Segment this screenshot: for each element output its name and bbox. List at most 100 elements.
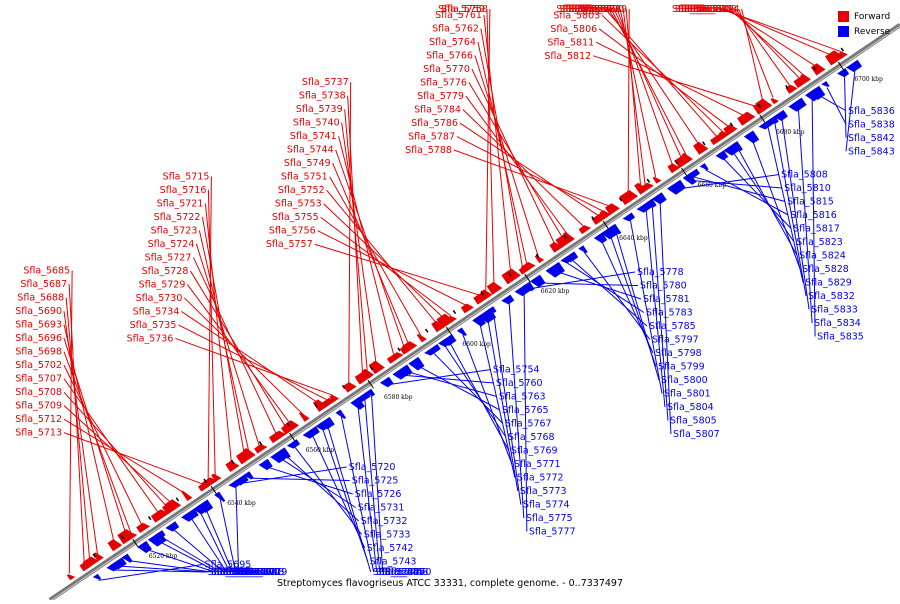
forward-gene-label[interactable]: Sfla_5803 <box>553 10 600 21</box>
forward-gene-label[interactable]: Sfla_5741 <box>290 131 337 142</box>
forward-gene-label[interactable]: Sfla_5790 <box>577 4 624 15</box>
reverse-gene-label[interactable]: Sfla_5746 <box>376 567 423 578</box>
reverse-gene-label[interactable]: Sfla_5824 <box>799 251 846 262</box>
forward-gene-label[interactable]: Sfla_5736 <box>127 333 174 344</box>
reverse-gene-label[interactable]: Sfla_5835 <box>817 332 864 343</box>
forward-gene-label[interactable]: Sfla_5756 <box>269 226 316 237</box>
reverse-gene-label[interactable]: Sfla_5836 <box>848 106 895 117</box>
forward-gene-label[interactable]: Sfla_5752 <box>278 185 325 196</box>
reverse-gene-glyph[interactable] <box>685 168 701 179</box>
reverse-gene-label[interactable]: Sfla_5717 <box>235 567 282 578</box>
reverse-gene-label[interactable]: Sfla_5733 <box>364 530 411 541</box>
forward-gene-label[interactable]: Sfla_5812 <box>544 51 591 62</box>
reverse-gene-label[interactable]: Sfla_5785 <box>649 321 696 332</box>
forward-gene-glyph[interactable] <box>107 539 123 552</box>
forward-gene-glyph[interactable] <box>416 333 427 343</box>
reverse-gene-label[interactable]: Sfla_5805 <box>670 416 717 427</box>
reverse-gene-label[interactable]: Sfla_5695 <box>205 560 252 571</box>
reverse-gene-glyph[interactable] <box>286 439 301 449</box>
reverse-gene-label[interactable]: Sfla_5731 <box>358 503 405 514</box>
reverse-gene-glyph[interactable] <box>788 97 807 112</box>
forward-gene-label[interactable]: Sfla_5735 <box>130 320 177 331</box>
reverse-gene-glyph[interactable] <box>365 388 376 397</box>
forward-gene-glyph[interactable] <box>402 341 418 353</box>
forward-gene-glyph[interactable] <box>501 268 521 285</box>
forward-gene-label[interactable]: Sfla_5728 <box>142 266 189 277</box>
reverse-gene-glyph[interactable] <box>563 251 579 263</box>
forward-gene-label[interactable]: Sfla_5755 <box>272 212 319 223</box>
forward-gene-label[interactable]: Sfla_5757 <box>266 239 313 250</box>
forward-gene-label[interactable]: Sfla_5784 <box>414 105 461 116</box>
forward-gene-glyph[interactable] <box>480 289 493 300</box>
forward-gene-glyph[interactable] <box>639 182 654 193</box>
forward-gene-glyph[interactable] <box>693 141 709 155</box>
reverse-gene-label[interactable]: Sfla_5725 <box>352 476 399 487</box>
forward-gene-glyph[interactable] <box>242 447 256 460</box>
reverse-gene-label[interactable]: Sfla_5748 <box>382 567 429 578</box>
reverse-gene-label[interactable]: Sfla_5768 <box>508 432 555 443</box>
forward-gene-glyph[interactable] <box>92 552 104 562</box>
forward-gene-label[interactable]: Sfla_5698 <box>15 347 62 358</box>
forward-gene-label[interactable]: Sfla_5819 <box>687 4 734 15</box>
reverse-gene-label[interactable]: Sfla_5714 <box>232 567 279 578</box>
forward-gene-glyph[interactable] <box>211 473 222 482</box>
reverse-gene-glyph[interactable] <box>731 141 743 152</box>
forward-gene-label[interactable]: Sfla_5690 <box>15 306 62 317</box>
forward-gene-label[interactable]: Sfla_5738 <box>299 91 346 102</box>
reverse-gene-label[interactable]: Sfla_5706 <box>226 567 273 578</box>
forward-gene-label[interactable]: Sfla_5730 <box>136 293 183 304</box>
reverse-gene-label[interactable]: Sfla_5771 <box>514 459 561 470</box>
forward-gene-label[interactable]: Sfla_5811 <box>547 37 594 48</box>
forward-gene-label[interactable]: Sfla_5787 <box>408 132 455 143</box>
forward-gene-label[interactable]: Sfla_5727 <box>145 252 192 263</box>
reverse-gene-label[interactable]: Sfla_5810 <box>784 183 831 194</box>
reverse-gene-glyph[interactable] <box>379 376 394 388</box>
forward-gene-glyph[interactable] <box>486 281 503 295</box>
reverse-gene-glyph[interactable] <box>355 391 371 402</box>
reverse-gene-label[interactable]: Sfla_5718 <box>238 567 285 578</box>
forward-gene-label[interactable]: Sfla_5744 <box>287 145 334 156</box>
forward-gene-label[interactable]: Sfla_5794 <box>565 4 612 15</box>
reverse-gene-label[interactable]: Sfla_5701 <box>214 567 261 578</box>
reverse-gene-glyph[interactable] <box>651 192 667 205</box>
forward-gene-label[interactable]: Sfla_5707 <box>15 374 62 385</box>
forward-gene-glyph[interactable] <box>652 176 662 184</box>
forward-gene-glyph[interactable] <box>368 360 385 375</box>
forward-gene-glyph[interactable] <box>755 98 773 113</box>
reverse-gene-label[interactable]: Sfla_5773 <box>520 486 567 497</box>
forward-gene-glyph[interactable] <box>549 241 563 253</box>
forward-gene-label[interactable]: Sfla_5751 <box>281 172 328 183</box>
reverse-gene-glyph[interactable] <box>196 499 214 513</box>
reverse-gene-glyph[interactable] <box>335 409 347 419</box>
reverse-gene-label[interactable]: Sfla_5700 <box>211 567 258 578</box>
forward-gene-glyph[interactable] <box>810 63 826 76</box>
forward-gene-glyph[interactable] <box>431 320 446 333</box>
forward-gene-glyph[interactable] <box>150 509 169 523</box>
forward-gene-label[interactable]: Sfla_5762 <box>432 24 479 35</box>
reverse-gene-label[interactable]: Sfla_5772 <box>517 473 564 484</box>
forward-gene-label[interactable]: Sfla_5696 <box>15 333 62 344</box>
reverse-gene-label[interactable]: Sfla_5754 <box>493 365 540 376</box>
reverse-gene-label[interactable]: Sfla_5750 <box>385 567 432 578</box>
forward-gene-glyph[interactable] <box>162 504 175 515</box>
reverse-gene-label[interactable]: Sfla_5804 <box>667 402 714 413</box>
forward-gene-label[interactable]: Sfla_5821 <box>681 4 728 15</box>
reverse-gene-label[interactable]: Sfla_5710 <box>229 567 276 578</box>
forward-gene-label[interactable]: Sfla_5713 <box>15 428 62 439</box>
reverse-gene-label[interactable]: Sfla_5703 <box>217 567 264 578</box>
forward-gene-label[interactable]: Sfla_5837 <box>672 4 719 15</box>
reverse-gene-glyph[interactable] <box>821 80 830 88</box>
forward-gene-label[interactable]: Sfla_5786 <box>411 118 458 129</box>
forward-gene-glyph[interactable] <box>770 98 779 105</box>
reverse-gene-label[interactable]: Sfla_5834 <box>814 318 861 329</box>
forward-gene-label[interactable]: Sfla_5779 <box>417 91 464 102</box>
reverse-gene-label[interactable]: Sfla_5745 <box>373 567 420 578</box>
forward-gene-label[interactable]: Sfla_5814 <box>693 4 740 15</box>
reverse-gene-glyph[interactable] <box>773 109 788 121</box>
reverse-gene-glyph[interactable] <box>233 474 249 486</box>
forward-gene-label[interactable]: Sfla_5806 <box>550 24 597 35</box>
forward-gene-glyph[interactable] <box>361 368 375 380</box>
reverse-gene-glyph[interactable] <box>424 343 441 356</box>
forward-gene-glyph[interactable] <box>127 532 138 540</box>
reverse-gene-glyph[interactable] <box>805 90 819 102</box>
